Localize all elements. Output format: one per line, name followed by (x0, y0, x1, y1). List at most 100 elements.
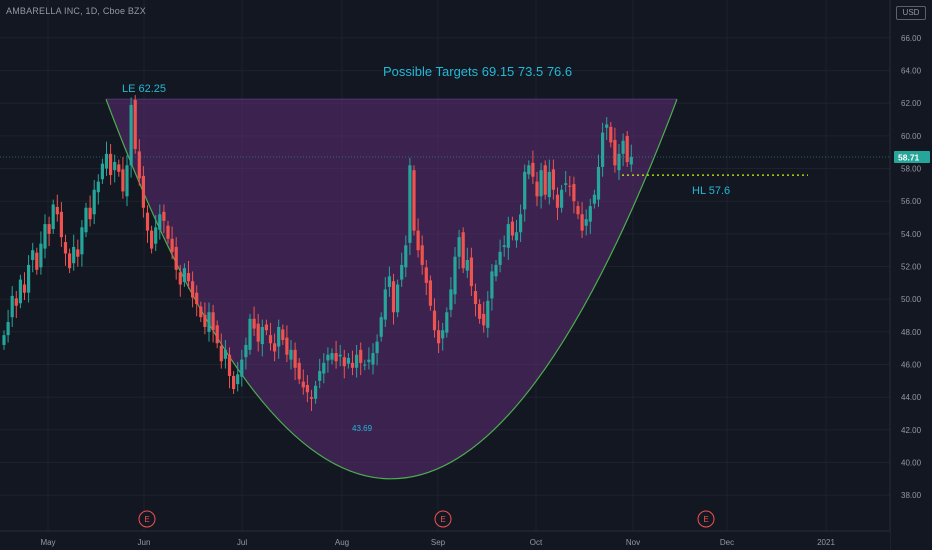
candle[interactable] (174, 237, 178, 280)
candle[interactable] (2, 330, 6, 350)
candle[interactable] (478, 299, 482, 324)
candle[interactable] (51, 199, 55, 234)
candle[interactable] (383, 277, 387, 327)
candle[interactable] (236, 362, 240, 392)
candle[interactable] (350, 350, 355, 376)
candle[interactable] (14, 291, 18, 318)
candle[interactable] (510, 216, 514, 241)
candle[interactable] (133, 95, 137, 154)
candle[interactable] (584, 209, 588, 236)
candle[interactable] (166, 220, 170, 244)
candle[interactable] (441, 322, 445, 351)
candle[interactable] (473, 283, 478, 317)
candle[interactable] (211, 304, 215, 343)
candle[interactable] (420, 235, 424, 275)
candle[interactable] (346, 353, 350, 369)
candle[interactable] (469, 247, 473, 296)
candle[interactable] (68, 248, 72, 274)
candle[interactable] (326, 347, 330, 373)
candle[interactable] (104, 141, 109, 176)
candle[interactable] (363, 359, 367, 371)
candle[interactable] (113, 154, 117, 183)
candle[interactable] (281, 324, 285, 345)
candle[interactable] (22, 272, 27, 301)
candle[interactable] (391, 273, 396, 325)
earnings-marker[interactable]: E (434, 510, 452, 528)
candle[interactable] (609, 122, 613, 148)
candle[interactable] (588, 198, 592, 234)
candle[interactable] (404, 235, 408, 278)
candle[interactable] (334, 340, 338, 369)
candle[interactable] (605, 117, 609, 140)
candle[interactable] (465, 247, 469, 278)
candle[interactable] (330, 348, 334, 365)
candle[interactable] (264, 319, 268, 336)
candle[interactable] (240, 349, 244, 387)
candle[interactable] (129, 97, 133, 178)
candle[interactable] (137, 139, 141, 186)
candle[interactable] (31, 242, 35, 273)
candle[interactable] (379, 312, 383, 342)
candle[interactable] (121, 157, 125, 199)
candle[interactable] (170, 226, 174, 260)
candle[interactable] (494, 260, 498, 282)
candle[interactable] (141, 166, 145, 218)
price-axis[interactable]: 38.00 40.00 42.00 44.00 46.00 48.00 50.00 52.00… (889, 0, 932, 550)
candle[interactable] (424, 260, 428, 296)
candle[interactable] (359, 342, 363, 376)
candle[interactable] (27, 255, 31, 303)
candle[interactable] (223, 340, 227, 369)
candle[interactable] (43, 214, 47, 259)
candle[interactable] (96, 174, 100, 205)
candle[interactable] (592, 189, 596, 209)
candle[interactable] (260, 319, 264, 357)
candle[interactable] (408, 157, 412, 256)
candle[interactable] (80, 219, 84, 267)
candle[interactable] (293, 342, 297, 381)
candle[interactable] (268, 322, 273, 351)
candle[interactable] (416, 218, 420, 258)
candle[interactable] (437, 320, 441, 354)
candle[interactable] (576, 201, 580, 220)
candle[interactable] (39, 231, 43, 275)
candle[interactable] (125, 155, 129, 207)
candle[interactable] (109, 144, 113, 185)
candle[interactable] (564, 171, 568, 193)
candle[interactable] (154, 215, 158, 252)
candle[interactable] (100, 158, 104, 185)
candle[interactable] (572, 176, 576, 214)
candle[interactable] (432, 298, 437, 338)
candle[interactable] (297, 357, 301, 385)
candle[interactable] (629, 144, 633, 172)
candle[interactable] (248, 313, 252, 355)
candle[interactable] (203, 302, 207, 335)
candle[interactable] (277, 319, 281, 359)
earnings-marker[interactable]: E (138, 510, 156, 528)
candle[interactable] (490, 264, 494, 311)
candle[interactable] (453, 246, 457, 305)
candle[interactable] (560, 184, 564, 213)
candle[interactable] (486, 291, 490, 338)
candle[interactable] (301, 369, 305, 395)
candle[interactable] (162, 204, 166, 234)
candle[interactable] (338, 344, 342, 367)
candle[interactable] (396, 279, 400, 318)
candle[interactable] (63, 234, 68, 266)
candle[interactable] (309, 389, 314, 412)
candle[interactable] (461, 227, 465, 274)
candle[interactable] (10, 286, 14, 327)
candle[interactable] (580, 202, 584, 238)
candle[interactable] (256, 313, 260, 352)
candle[interactable] (219, 333, 223, 369)
candle[interactable] (613, 127, 617, 173)
time-axis[interactable]: May Jun Jul Aug Sep Oct Nov Dec 2021 (0, 530, 890, 550)
candle[interactable] (539, 162, 543, 209)
candle[interactable] (412, 165, 416, 236)
candle[interactable] (150, 225, 154, 254)
candle[interactable] (92, 179, 96, 225)
candle[interactable] (375, 334, 379, 366)
candle[interactable] (428, 275, 432, 311)
candle[interactable] (76, 239, 80, 267)
candle[interactable] (543, 160, 547, 200)
